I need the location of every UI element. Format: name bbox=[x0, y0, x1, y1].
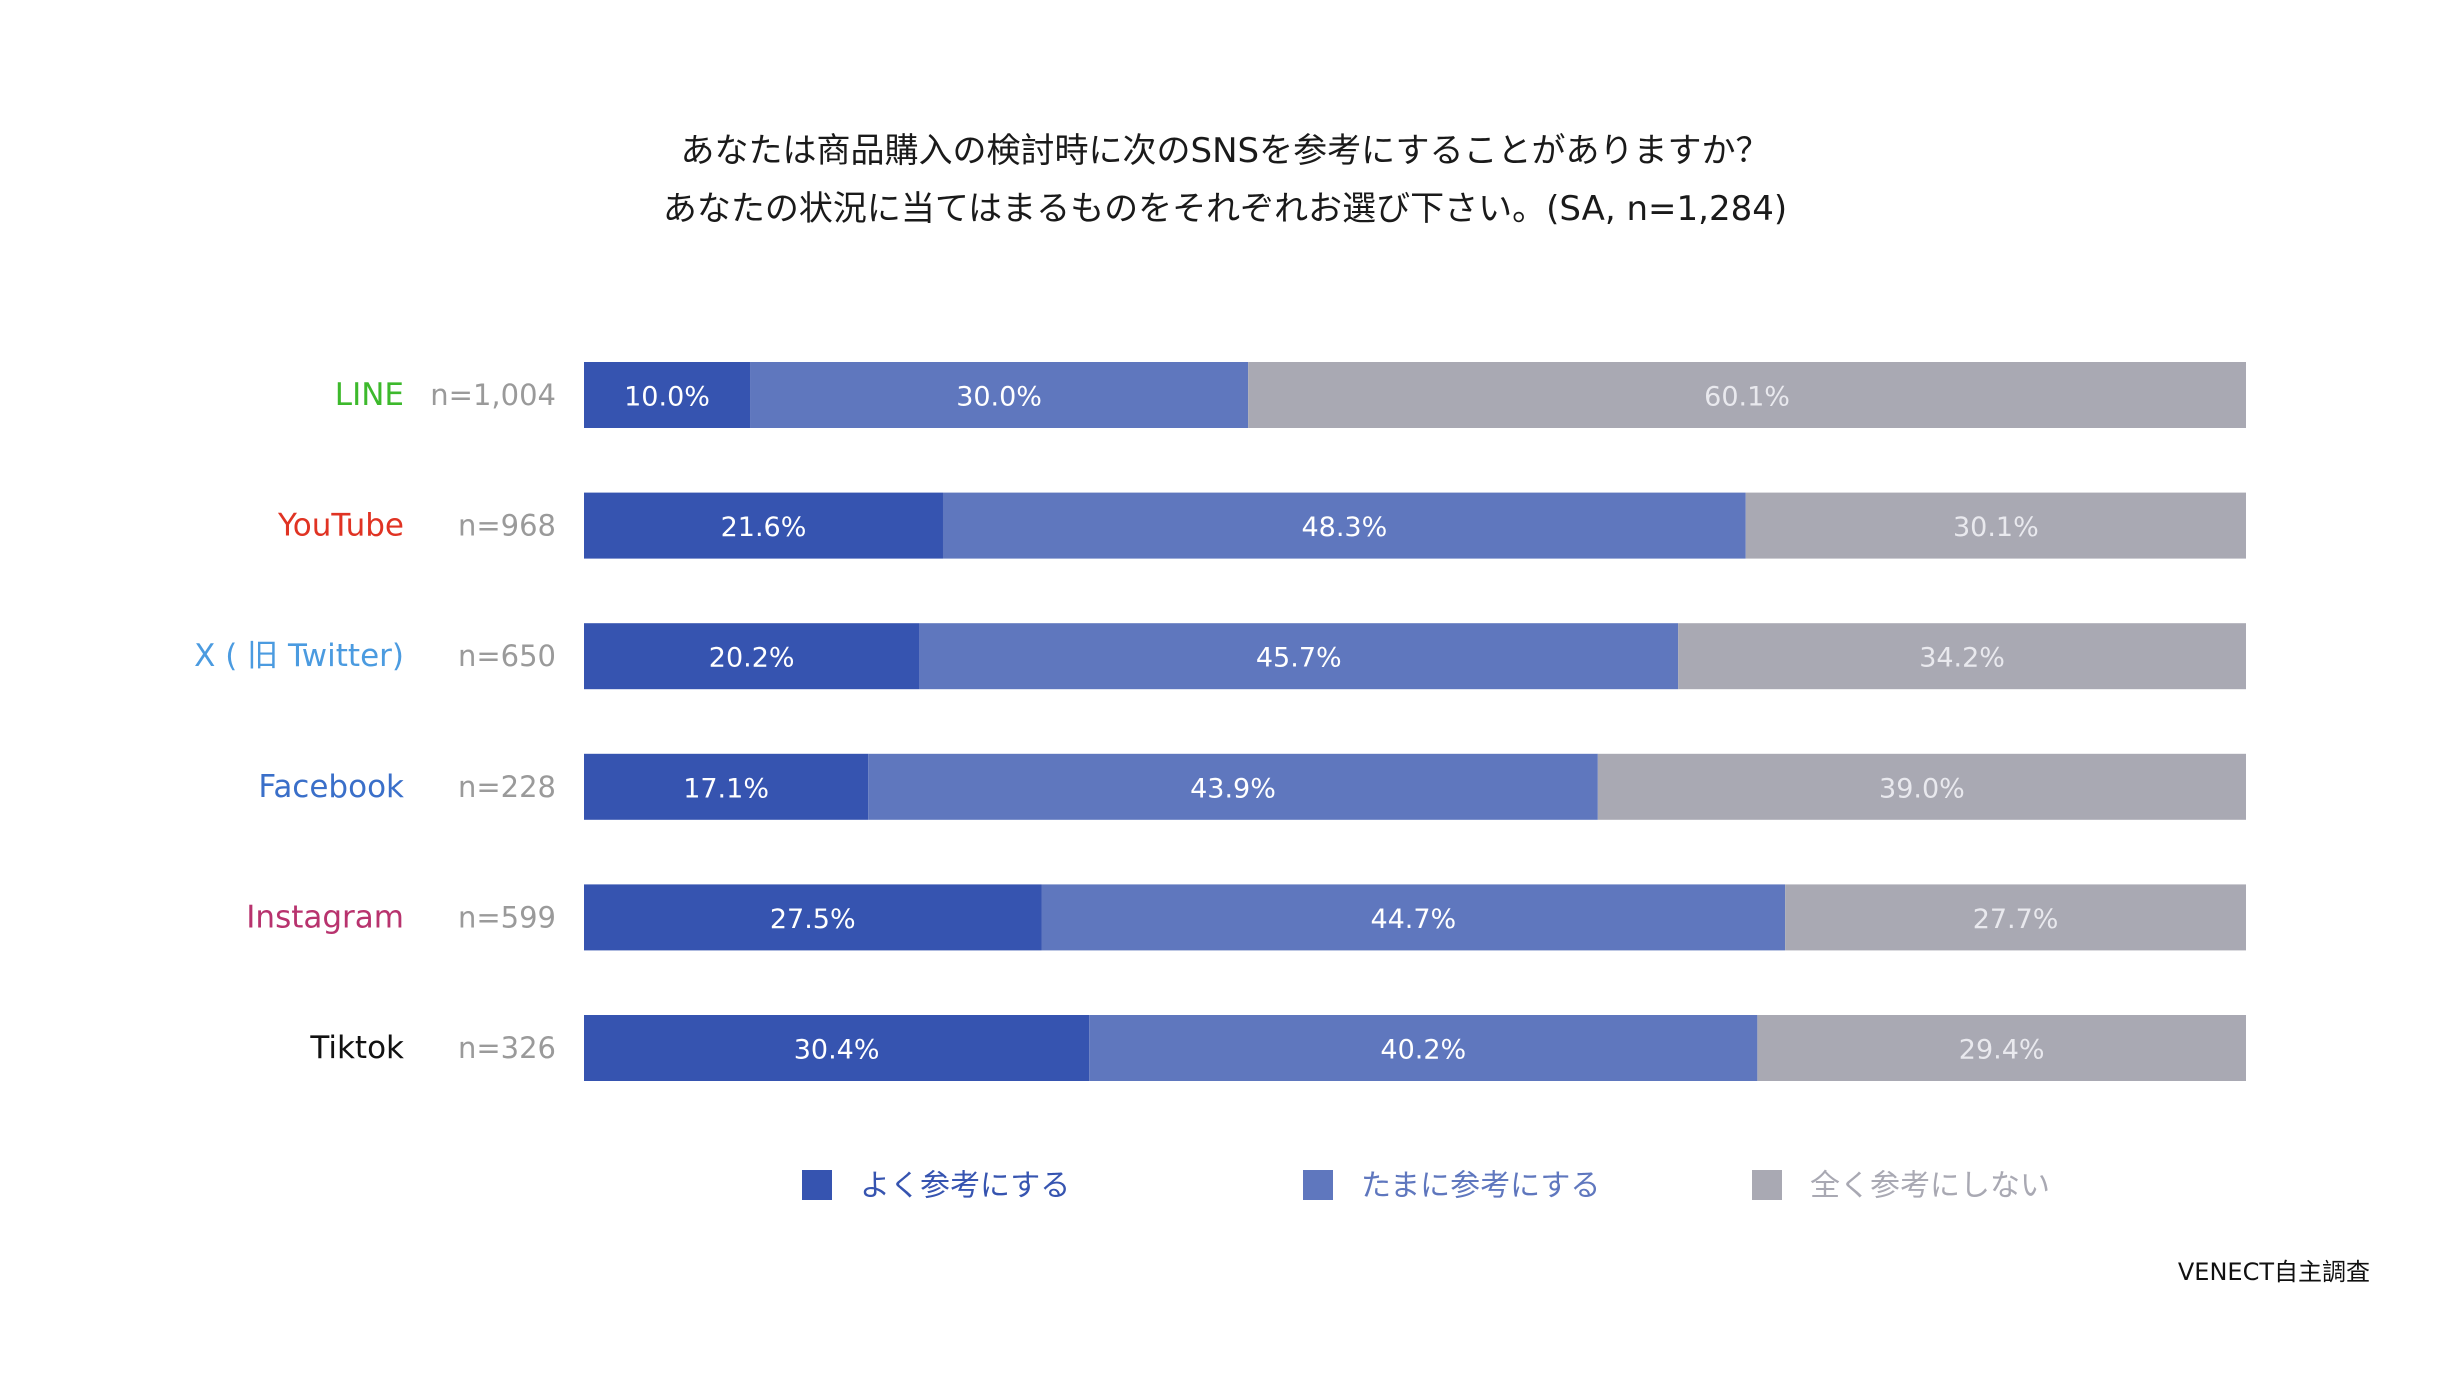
data-label: 48.3% bbox=[1301, 512, 1387, 543]
bar-segment bbox=[1041, 884, 1786, 951]
data-label: 20.2% bbox=[709, 643, 795, 674]
category-label: Facebook bbox=[258, 769, 404, 805]
data-label: 34.2% bbox=[1919, 643, 2005, 674]
data-label: 30.4% bbox=[794, 1035, 880, 1066]
sample-size-label: n=228 bbox=[458, 770, 556, 804]
bar-segment bbox=[584, 1015, 1090, 1081]
category-label: X ( 旧 Twitter) bbox=[194, 638, 404, 674]
bar-segment bbox=[868, 753, 1598, 820]
bar-segment bbox=[584, 884, 1042, 951]
sample-size-label: n=650 bbox=[458, 639, 556, 673]
data-label: 45.7% bbox=[1256, 643, 1342, 674]
data-label: 30.0% bbox=[956, 382, 1042, 413]
bar-segment bbox=[1597, 753, 2246, 820]
sample-size-label: n=599 bbox=[458, 900, 556, 934]
bar-segment bbox=[1745, 492, 2246, 559]
data-label: 27.5% bbox=[770, 904, 856, 935]
legend-label: よく参考にする bbox=[860, 1169, 1070, 1204]
chart-title: あなたは商品購入の検討時に次のSNSを参考にすることがありますか？ あなたの状況… bbox=[0, 122, 2450, 238]
data-label: 10.0% bbox=[624, 382, 710, 413]
sample-size-label: n=968 bbox=[458, 509, 556, 543]
bar-segment bbox=[942, 492, 1746, 559]
legend-swatch bbox=[1752, 1170, 1782, 1200]
sample-size-label: n=1,004 bbox=[430, 378, 556, 412]
data-label: 30.1% bbox=[1953, 512, 2039, 543]
bar-segment bbox=[1785, 884, 2246, 951]
data-label: 43.9% bbox=[1190, 773, 1276, 804]
data-label: 44.7% bbox=[1370, 904, 1456, 935]
sample-size-label: n=326 bbox=[458, 1031, 556, 1065]
bar-segment bbox=[1089, 1015, 1758, 1081]
source-note: VENECT自主調査 bbox=[2177, 1258, 2370, 1286]
bar-segment bbox=[1757, 1015, 2246, 1081]
bar-segment bbox=[1248, 362, 2246, 428]
bar-segment bbox=[584, 753, 869, 820]
legend-swatch bbox=[1303, 1170, 1333, 1200]
data-label: 21.6% bbox=[721, 512, 807, 543]
data-label: 60.1% bbox=[1704, 382, 1790, 413]
category-label: Instagram bbox=[246, 899, 404, 935]
category-label: Tiktok bbox=[309, 1030, 404, 1066]
bar-segment bbox=[919, 623, 1679, 690]
category-label: YouTube bbox=[277, 508, 404, 544]
data-label: 40.2% bbox=[1380, 1035, 1466, 1066]
bar-segment bbox=[584, 623, 920, 690]
category-label: LINE bbox=[335, 377, 404, 413]
bar-segment bbox=[1678, 623, 2246, 690]
data-label: 39.0% bbox=[1879, 773, 1965, 804]
legend-label: 全く参考にしない bbox=[1810, 1169, 2050, 1204]
bar-segment bbox=[750, 362, 1249, 428]
bar-segment bbox=[584, 362, 751, 428]
chart-title-line-1: あなたは商品購入の検討時に次のSNSを参考にすることがありますか？ bbox=[680, 131, 1770, 171]
data-label: 29.4% bbox=[1959, 1035, 2045, 1066]
legend-swatch bbox=[802, 1170, 832, 1200]
legend-label: たまに参考にする bbox=[1361, 1169, 1600, 1204]
data-label: 27.7% bbox=[1973, 904, 2059, 935]
bar-segment bbox=[584, 492, 943, 559]
chart-title-line-2: あなたの状況に当てはまるものをそれぞれお選び下さい。(SA, n=1,284) bbox=[662, 189, 1788, 229]
data-label: 17.1% bbox=[683, 773, 769, 804]
